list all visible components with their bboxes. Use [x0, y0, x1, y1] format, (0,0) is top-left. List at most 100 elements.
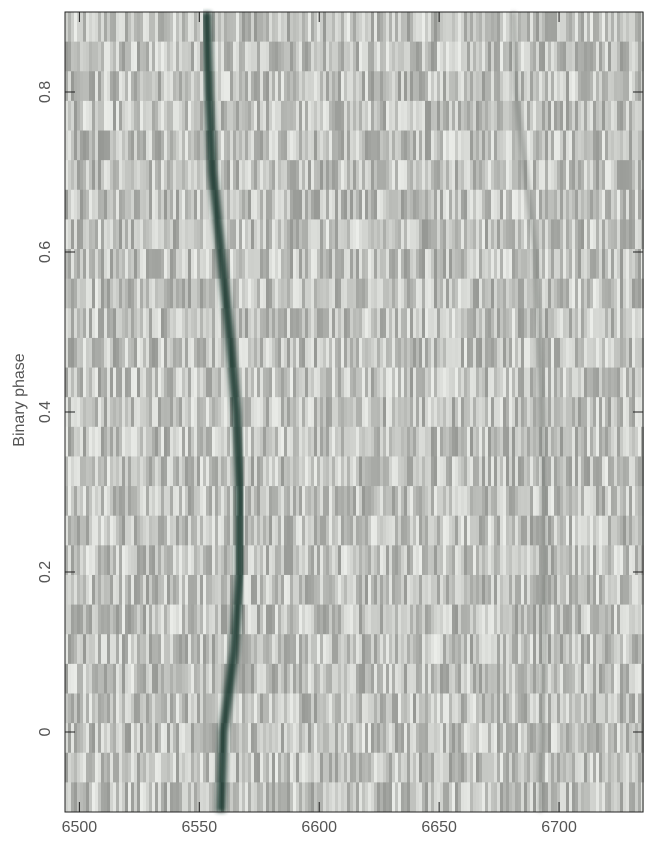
- noise-stripe: [431, 308, 434, 339]
- noise-stripe: [122, 41, 125, 72]
- noise-stripe: [86, 278, 89, 309]
- noise-stripe: [326, 693, 329, 724]
- noise-stripe: [389, 604, 392, 635]
- noise-stripe: [503, 397, 506, 428]
- noise-stripe: [296, 426, 299, 457]
- noise-stripe: [263, 574, 266, 606]
- noise-stripe: [143, 367, 146, 398]
- noise-stripe: [350, 634, 353, 665]
- noise-stripe: [443, 634, 446, 665]
- noise-stripe: [101, 663, 104, 694]
- noise-stripe: [128, 663, 131, 694]
- noise-stripe: [488, 308, 491, 339]
- noise-stripe: [395, 515, 398, 546]
- noise-stripe: [203, 160, 206, 191]
- noise-stripe: [284, 574, 287, 606]
- noise-stripe: [335, 545, 338, 576]
- noise-stripe: [200, 249, 203, 280]
- noise-stripe: [218, 397, 221, 428]
- noise-stripe: [593, 41, 596, 72]
- noise-stripe: [590, 604, 593, 635]
- noise-stripe: [581, 456, 584, 487]
- noise-stripe: [122, 12, 125, 43]
- noise-stripe: [548, 308, 551, 339]
- noise-stripe: [125, 604, 128, 635]
- noise-stripe: [212, 367, 215, 398]
- noise-stripe: [146, 604, 149, 635]
- noise-stripe: [527, 634, 530, 665]
- noise-stripe: [368, 367, 371, 398]
- noise-stripe: [131, 604, 134, 635]
- noise-stripe: [356, 545, 359, 576]
- noise-stripe: [452, 249, 455, 280]
- noise-stripe: [431, 337, 434, 369]
- noise-stripe: [185, 663, 188, 694]
- noise-stripe: [278, 308, 281, 339]
- noise-stripe: [377, 426, 380, 457]
- noise-stripe: [398, 604, 401, 635]
- noise-stripe: [179, 545, 182, 576]
- noise-stripe: [95, 189, 98, 220]
- noise-stripe: [218, 278, 221, 309]
- noise-stripe: [491, 278, 494, 309]
- noise-stripe: [434, 337, 437, 369]
- noise-stripe: [638, 367, 641, 398]
- noise-stripe: [230, 604, 233, 635]
- noise-stripe: [590, 337, 593, 369]
- noise-stripe: [239, 308, 242, 339]
- noise-stripe: [131, 693, 134, 724]
- noise-stripe: [284, 337, 287, 369]
- noise-stripe: [179, 100, 182, 132]
- noise-stripe: [293, 456, 296, 487]
- noise-stripe: [434, 693, 437, 724]
- noise-stripe: [356, 367, 359, 398]
- noise-stripe: [227, 456, 230, 487]
- noise-stripe: [143, 456, 146, 487]
- noise-stripe: [638, 456, 641, 487]
- noise-stripe: [269, 397, 272, 428]
- noise-stripe: [461, 486, 464, 517]
- noise-stripe: [407, 219, 410, 250]
- noise-stripe: [290, 752, 293, 783]
- noise-stripe: [629, 100, 632, 132]
- noise-stripe: [245, 545, 248, 576]
- noise-stripe: [563, 634, 566, 665]
- noise-stripe: [176, 545, 179, 576]
- noise-stripe: [83, 249, 86, 280]
- noise-stripe: [296, 219, 299, 250]
- noise-stripe: [239, 71, 242, 102]
- noise-stripe: [635, 130, 638, 161]
- noise-stripe: [110, 634, 113, 665]
- noise-stripe: [341, 12, 344, 43]
- noise-stripe: [89, 515, 92, 546]
- noise-stripe: [542, 71, 545, 102]
- noise-stripe: [539, 12, 542, 43]
- noise-stripe: [518, 752, 521, 783]
- noise-stripe: [326, 249, 329, 280]
- noise-stripe: [245, 723, 248, 754]
- noise-stripe: [386, 752, 389, 783]
- noise-stripe: [413, 486, 416, 517]
- noise-stripe: [494, 752, 497, 783]
- noise-stripe: [278, 12, 281, 43]
- noise-stripe: [389, 574, 392, 606]
- noise-stripe: [380, 249, 383, 280]
- noise-stripe: [632, 604, 635, 635]
- noise-stripe: [68, 515, 71, 546]
- noise-stripe: [383, 12, 386, 43]
- noise-stripe: [464, 515, 467, 546]
- noise-stripe: [104, 367, 107, 398]
- noise-stripe: [596, 130, 599, 161]
- noise-stripe: [95, 515, 98, 546]
- noise-stripe: [242, 71, 245, 102]
- noise-stripe: [587, 219, 590, 250]
- noise-stripe: [296, 160, 299, 191]
- noise-stripe: [335, 100, 338, 132]
- noise-stripe: [530, 634, 533, 665]
- noise-stripe: [194, 71, 197, 102]
- noise-stripe: [455, 130, 458, 161]
- noise-stripe: [116, 308, 119, 339]
- noise-stripe: [419, 397, 422, 428]
- noise-stripe: [269, 693, 272, 724]
- noise-stripe: [326, 515, 329, 546]
